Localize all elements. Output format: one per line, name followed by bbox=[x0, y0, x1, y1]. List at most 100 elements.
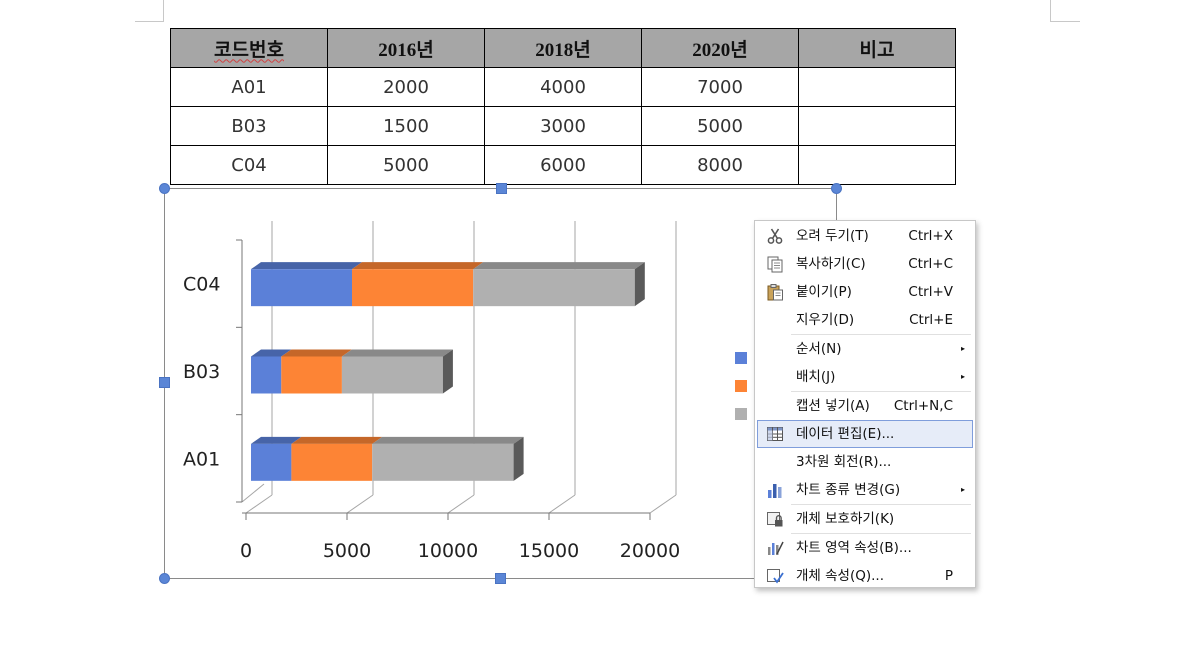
menu-item-shortcut: Ctrl+X bbox=[908, 228, 953, 244]
table-header-row: 코드번호 2016년 2018년 2020년 비고 bbox=[170, 28, 956, 68]
table-row: A01 2000 4000 7000 bbox=[170, 67, 956, 107]
menu-item-arrange[interactable]: 배치(J) ▸ bbox=[757, 363, 973, 391]
menu-item-edit-data[interactable]: 데이터 편집(E)... bbox=[757, 420, 973, 448]
menu-item-cut[interactable]: 오려 두기(T) Ctrl+X bbox=[757, 222, 973, 250]
menu-item-label: 배치(J) bbox=[796, 369, 836, 385]
menu-separator bbox=[791, 334, 971, 335]
menu-separator bbox=[791, 504, 971, 505]
data-table[interactable]: 코드번호 2016년 2018년 2020년 비고 A01 2000 4000 … bbox=[170, 28, 956, 185]
bar-top-face bbox=[251, 262, 362, 270]
table-cell[interactable]: 5000 bbox=[327, 145, 485, 185]
resize-handle-bottom[interactable] bbox=[495, 573, 506, 584]
menu-separator bbox=[791, 533, 971, 534]
submenu-arrow-icon: ▸ bbox=[960, 372, 965, 381]
submenu-arrow-icon: ▸ bbox=[960, 344, 965, 353]
bar-end-face bbox=[442, 349, 453, 394]
bar-segment bbox=[251, 356, 282, 394]
resize-handle-bottom-left[interactable] bbox=[159, 573, 170, 584]
menu-item-object-properties[interactable]: 개체 속성(Q)... P bbox=[757, 562, 973, 590]
menu-item-shortcut: Ctrl+E bbox=[909, 312, 953, 328]
table-cell[interactable]: 4000 bbox=[484, 67, 642, 107]
table-cell[interactable]: C04 bbox=[170, 145, 328, 185]
table-cell[interactable] bbox=[798, 145, 956, 185]
table-cell[interactable]: 2000 bbox=[327, 67, 485, 107]
page-corner-mark bbox=[163, 0, 164, 22]
menu-separator bbox=[791, 391, 971, 392]
menu-item-order[interactable]: 순서(N) ▸ bbox=[757, 335, 973, 363]
chart-legend[interactable] bbox=[735, 352, 747, 420]
bar-segment bbox=[352, 269, 474, 307]
chart-bars bbox=[251, 262, 645, 481]
menu-item-delete[interactable]: 지우기(D) Ctrl+E bbox=[757, 306, 973, 334]
legend-marker bbox=[735, 352, 747, 364]
bar-top-face bbox=[341, 349, 453, 357]
bar-segment bbox=[251, 269, 352, 307]
menu-item-label: 데이터 편집(E)... bbox=[796, 426, 895, 442]
resize-handle-top-left[interactable] bbox=[159, 183, 170, 194]
menu-item-label: 붙이기(P) bbox=[796, 284, 852, 300]
chart-area-icon bbox=[768, 541, 784, 555]
x-axis-label: 20000 bbox=[620, 540, 680, 562]
menu-item-paste[interactable]: 붙이기(P) Ctrl+V bbox=[757, 278, 973, 306]
header-note[interactable]: 비고 bbox=[798, 28, 956, 68]
table-row: C04 5000 6000 8000 bbox=[170, 145, 956, 185]
x-axis-label: 15000 bbox=[519, 540, 579, 562]
bar-top-face bbox=[281, 349, 352, 357]
bar-top-face bbox=[251, 436, 302, 444]
menu-item-label: 오려 두기(T) bbox=[796, 228, 869, 244]
bar-segment bbox=[291, 443, 373, 481]
menu-item-insert-caption[interactable]: 캡션 넣기(A) Ctrl+N,C bbox=[757, 392, 973, 420]
bar-segment bbox=[281, 356, 342, 394]
floor-gridline bbox=[548, 494, 576, 514]
resize-handle-top-right[interactable] bbox=[831, 183, 842, 194]
x-axis-label: 0 bbox=[240, 540, 252, 562]
bar-end-face bbox=[634, 262, 645, 307]
copy-icon bbox=[767, 256, 783, 273]
x-axis-label: 10000 bbox=[418, 540, 478, 562]
menu-item-change-chart-type[interactable]: 차트 종류 변경(G) ▸ bbox=[757, 476, 973, 504]
x-axis-label: 5000 bbox=[323, 540, 371, 562]
menu-item-shortcut: Ctrl+N,C bbox=[893, 398, 953, 414]
menu-item-chart-area-properties[interactable]: 차트 영역 속성(B)... bbox=[757, 534, 973, 562]
menu-item-protect-object[interactable]: 개체 보호하기(K) bbox=[757, 505, 973, 533]
table-cell[interactable]: 1500 bbox=[327, 106, 485, 146]
chart-type-icon bbox=[768, 484, 782, 498]
menu-item-shortcut: P bbox=[944, 568, 953, 584]
context-menu[interactable]: 오려 두기(T) Ctrl+X 복사하기(C) Ctrl+C 붙이기(P) Ct… bbox=[754, 220, 976, 588]
menu-item-label: 차트 영역 속성(B)... bbox=[796, 540, 912, 556]
header-code-label: 코드번호 bbox=[214, 39, 284, 61]
legend-marker bbox=[735, 380, 747, 392]
menu-item-label: 3차원 회전(R)... bbox=[796, 454, 892, 470]
menu-item-3d-rotation[interactable]: 3차원 회전(R)... bbox=[757, 448, 973, 476]
menu-item-copy[interactable]: 복사하기(C) Ctrl+C bbox=[757, 250, 973, 278]
bar-segment bbox=[473, 269, 635, 307]
menu-item-label: 캡션 넣기(A) bbox=[796, 398, 870, 414]
scissors-icon bbox=[767, 228, 783, 244]
menu-item-label: 차트 종류 변경(G) bbox=[796, 482, 901, 498]
data-table-icon bbox=[767, 427, 783, 441]
bar-top-face bbox=[352, 262, 484, 270]
object-properties-icon bbox=[767, 569, 784, 584]
table-cell[interactable]: 8000 bbox=[641, 145, 799, 185]
paste-icon bbox=[767, 284, 783, 301]
header-2020[interactable]: 2020년 bbox=[641, 28, 799, 68]
menu-item-shortcut: Ctrl+C bbox=[908, 256, 953, 272]
table-cell[interactable]: 7000 bbox=[641, 67, 799, 107]
page-corner-mark bbox=[1050, 0, 1051, 22]
bar-segment bbox=[341, 356, 443, 394]
bar-segment bbox=[372, 443, 514, 481]
table-cell[interactable]: 6000 bbox=[484, 145, 642, 185]
resize-handle-top[interactable] bbox=[496, 183, 507, 194]
menu-item-label: 개체 보호하기(K) bbox=[796, 511, 895, 527]
menu-item-label: 순서(N) bbox=[796, 341, 842, 357]
table-cell[interactable] bbox=[798, 106, 956, 146]
bar-top-face bbox=[372, 436, 524, 444]
floor-gridline bbox=[245, 494, 273, 514]
floor-gridline bbox=[447, 494, 475, 514]
floor-gridline bbox=[649, 494, 677, 514]
chart-labels: A01 B03 C04 0 5000 10000 15000 20000 bbox=[183, 274, 680, 562]
table-cell[interactable]: B03 bbox=[170, 106, 328, 146]
floor-side-edge bbox=[241, 483, 265, 503]
resize-handle-left[interactable] bbox=[159, 377, 170, 388]
